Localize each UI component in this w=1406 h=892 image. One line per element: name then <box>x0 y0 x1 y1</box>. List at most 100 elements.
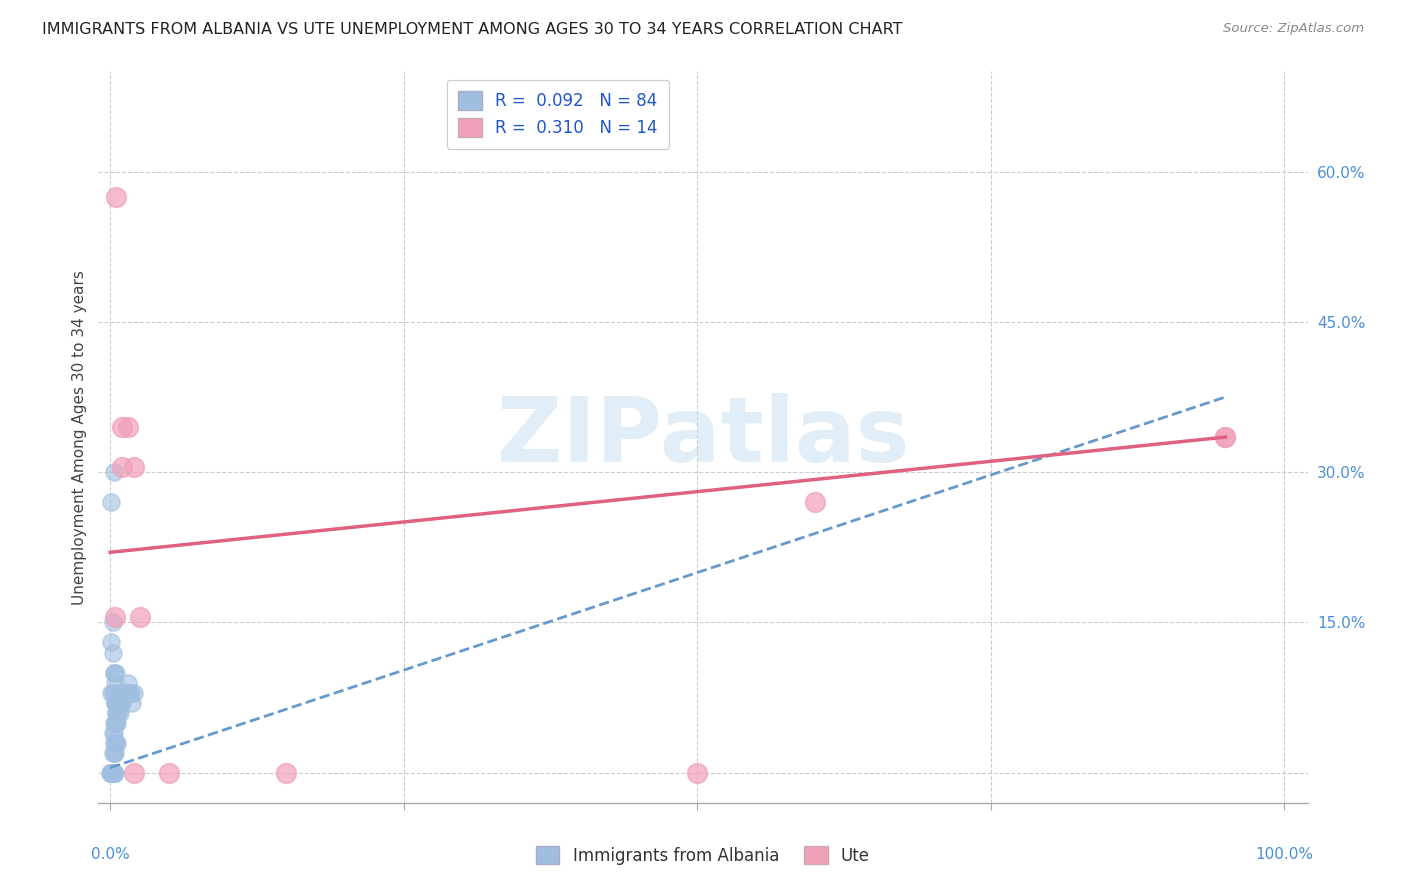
Point <box>103 765 125 780</box>
Point <box>100 765 122 780</box>
Point <box>112 685 135 699</box>
Point <box>105 696 128 710</box>
Point <box>107 706 129 720</box>
Point <box>103 765 125 780</box>
Text: 0.0%: 0.0% <box>91 847 129 862</box>
Point <box>111 420 134 434</box>
Point <box>108 706 131 720</box>
Point <box>100 765 122 780</box>
Point <box>103 715 125 730</box>
Point <box>103 765 125 780</box>
Point <box>100 765 122 780</box>
Point <box>101 765 124 780</box>
Point <box>104 610 127 624</box>
Point <box>100 765 122 780</box>
Point <box>105 696 128 710</box>
Point <box>117 420 139 434</box>
Point <box>110 696 132 710</box>
Point <box>100 685 122 699</box>
Point <box>101 765 124 780</box>
Point <box>103 665 125 680</box>
Point <box>120 685 142 699</box>
Point <box>104 675 127 690</box>
Point <box>101 765 124 780</box>
Point <box>103 765 125 780</box>
Point <box>122 685 145 699</box>
Point <box>105 706 128 720</box>
Point <box>100 765 122 780</box>
Point <box>105 715 128 730</box>
Point <box>105 715 128 730</box>
Point <box>112 685 135 699</box>
Point <box>101 615 124 630</box>
Point <box>101 765 124 780</box>
Point <box>104 746 127 760</box>
Y-axis label: Unemployment Among Ages 30 to 34 years: Unemployment Among Ages 30 to 34 years <box>72 269 87 605</box>
Point <box>103 665 125 680</box>
Point <box>1215 430 1237 444</box>
Point <box>103 765 125 780</box>
Point <box>101 765 124 780</box>
Point <box>103 765 125 780</box>
Point <box>128 610 150 624</box>
Point <box>103 765 125 780</box>
Point <box>122 460 145 475</box>
Point <box>101 765 124 780</box>
Point <box>105 665 128 680</box>
Point <box>101 765 124 780</box>
Point <box>114 685 136 699</box>
Point <box>103 736 125 750</box>
Point <box>111 696 134 710</box>
Legend: Immigrants from Albania, Ute: Immigrants from Albania, Ute <box>526 836 880 875</box>
Point <box>100 495 122 509</box>
Point <box>105 736 128 750</box>
Point <box>101 725 124 739</box>
Point <box>103 765 125 780</box>
Point <box>686 765 709 780</box>
Point <box>103 685 125 699</box>
Point <box>276 765 298 780</box>
Point <box>101 765 124 780</box>
Point <box>104 696 127 710</box>
Point <box>107 685 129 699</box>
Point <box>108 696 131 710</box>
Text: Source: ZipAtlas.com: Source: ZipAtlas.com <box>1223 22 1364 36</box>
Point <box>103 465 125 479</box>
Point <box>117 675 139 690</box>
Text: 100.0%: 100.0% <box>1256 847 1313 862</box>
Point <box>100 765 122 780</box>
Text: IMMIGRANTS FROM ALBANIA VS UTE UNEMPLOYMENT AMONG AGES 30 TO 34 YEARS CORRELATIO: IMMIGRANTS FROM ALBANIA VS UTE UNEMPLOYM… <box>42 22 903 37</box>
Point <box>103 765 125 780</box>
Point <box>157 765 180 780</box>
Point <box>101 746 124 760</box>
Point <box>103 725 125 739</box>
Point <box>103 746 125 760</box>
Point <box>122 765 145 780</box>
Point <box>101 646 124 660</box>
Point <box>101 685 124 699</box>
Point <box>101 765 124 780</box>
Point <box>105 189 128 203</box>
Point <box>101 765 124 780</box>
Point <box>118 685 141 699</box>
Point <box>105 736 128 750</box>
Point <box>104 736 127 750</box>
Point <box>100 765 122 780</box>
Point <box>115 685 138 699</box>
Point <box>101 765 124 780</box>
Point <box>120 685 142 699</box>
Point <box>104 696 127 710</box>
Point <box>98 765 121 780</box>
Point <box>803 495 825 509</box>
Point <box>100 635 122 649</box>
Text: ZIPatlas: ZIPatlas <box>496 393 910 481</box>
Point <box>1215 430 1237 444</box>
Point <box>100 765 122 780</box>
Point <box>104 715 127 730</box>
Point <box>101 765 124 780</box>
Point <box>103 765 125 780</box>
Legend: R =  0.092   N = 84, R =  0.310   N = 14: R = 0.092 N = 84, R = 0.310 N = 14 <box>447 79 669 149</box>
Point <box>111 460 134 475</box>
Point <box>100 765 122 780</box>
Point <box>100 765 122 780</box>
